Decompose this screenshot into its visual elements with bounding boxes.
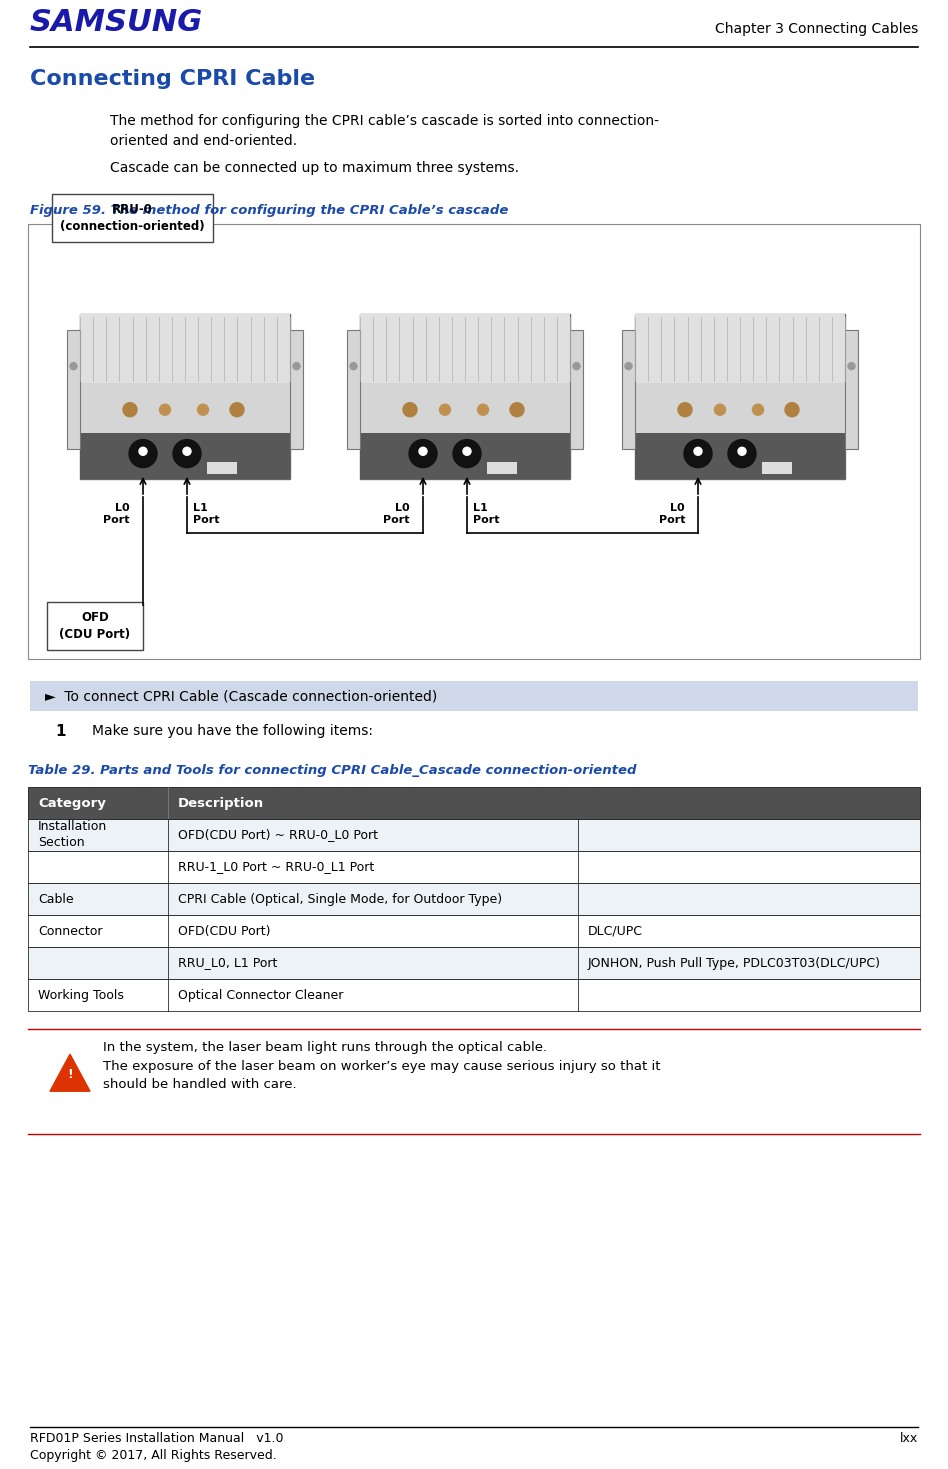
Circle shape [129,439,157,467]
Text: lxx: lxx [900,1432,918,1445]
Text: OFD(CDU Port): OFD(CDU Port) [178,924,270,937]
Text: Cable: Cable [38,893,74,905]
Text: RRU-1_L0 Port ~ RRU-0_L1 Port: RRU-1_L0 Port ~ RRU-0_L1 Port [178,861,374,874]
Text: !: ! [67,1068,73,1081]
FancyBboxPatch shape [80,314,290,383]
Circle shape [573,363,580,370]
Text: Installation
Section: Installation Section [38,821,107,849]
Text: Copyright © 2017, All Rights Reserved.: Copyright © 2017, All Rights Reserved. [30,1448,277,1462]
Text: Table 29. Parts and Tools for connecting CPRI Cable_Cascade connection-oriented: Table 29. Parts and Tools for connecting… [28,764,636,777]
FancyBboxPatch shape [80,314,290,479]
FancyBboxPatch shape [80,383,290,436]
FancyBboxPatch shape [80,433,290,479]
Text: Optical Connector Cleaner: Optical Connector Cleaner [178,989,343,1002]
Text: Cascade can be connected up to maximum three systems.: Cascade can be connected up to maximum t… [110,162,519,175]
Text: JONHON, Push Pull Type, PDLC03T03(DLC/UPC): JONHON, Push Pull Type, PDLC03T03(DLC/UP… [588,956,881,970]
FancyBboxPatch shape [30,682,918,711]
Text: In the system, the laser beam light runs through the optical cable.
The exposure: In the system, the laser beam light runs… [103,1042,661,1091]
Circle shape [694,447,702,455]
Circle shape [419,447,427,455]
Text: Connecting CPRI Cable: Connecting CPRI Cable [30,69,315,90]
FancyBboxPatch shape [845,331,858,450]
Text: OFD(CDU Port) ~ RRU-0_L0 Port: OFD(CDU Port) ~ RRU-0_L0 Port [178,829,378,842]
FancyBboxPatch shape [28,223,920,660]
Text: SAMSUNG: SAMSUNG [30,7,203,37]
Text: DLC/UPC: DLC/UPC [588,924,643,937]
Circle shape [293,363,300,370]
Text: L1
Port: L1 Port [193,502,220,526]
Text: RFD01P Series Installation Manual   v1.0: RFD01P Series Installation Manual v1.0 [30,1432,283,1445]
Circle shape [409,439,437,467]
Text: L0
Port: L0 Port [659,502,685,526]
Text: ►  To connect CPRI Cable (Cascade connection-oriented): ► To connect CPRI Cable (Cascade connect… [45,689,437,704]
FancyBboxPatch shape [52,194,213,242]
Circle shape [159,404,171,416]
FancyBboxPatch shape [28,851,920,883]
Text: L1
Port: L1 Port [473,502,500,526]
Circle shape [173,439,201,467]
Circle shape [350,363,357,370]
Text: Figure 59. The method for configuring the CPRI Cable’s cascade: Figure 59. The method for configuring th… [30,204,508,217]
FancyBboxPatch shape [360,383,570,436]
FancyBboxPatch shape [28,787,920,820]
FancyBboxPatch shape [762,461,792,474]
FancyBboxPatch shape [347,331,360,450]
FancyBboxPatch shape [28,915,920,948]
Circle shape [728,439,756,467]
FancyBboxPatch shape [635,314,845,479]
Text: 1: 1 [55,724,65,739]
FancyBboxPatch shape [487,461,517,474]
Text: Description: Description [178,796,264,809]
Circle shape [440,404,450,416]
Circle shape [678,403,692,417]
Circle shape [510,403,524,417]
Text: L0
Port: L0 Port [384,502,410,526]
Circle shape [738,447,746,455]
Circle shape [785,403,799,417]
Text: OFD
(CDU Port): OFD (CDU Port) [60,611,131,640]
FancyBboxPatch shape [360,433,570,479]
FancyBboxPatch shape [28,883,920,915]
FancyBboxPatch shape [207,461,237,474]
Circle shape [403,403,417,417]
Text: RRU_L0, L1 Port: RRU_L0, L1 Port [178,956,278,970]
Circle shape [753,404,763,416]
Text: RRU-0
(connection-oriented): RRU-0 (connection-oriented) [60,203,205,234]
FancyBboxPatch shape [28,820,920,851]
FancyBboxPatch shape [622,331,635,450]
FancyBboxPatch shape [635,314,845,383]
Text: Chapter 3 Connecting Cables: Chapter 3 Connecting Cables [715,22,918,37]
FancyBboxPatch shape [28,948,920,978]
Circle shape [123,403,137,417]
Text: Connector: Connector [38,924,102,937]
FancyBboxPatch shape [290,331,303,450]
FancyBboxPatch shape [635,433,845,479]
FancyBboxPatch shape [47,602,143,649]
Text: The method for configuring the CPRI cable’s cascade is sorted into connection-
o: The method for configuring the CPRI cabl… [110,115,659,148]
Text: Working Tools: Working Tools [38,989,124,1002]
Text: CPRI Cable (Optical, Single Mode, for Outdoor Type): CPRI Cable (Optical, Single Mode, for Ou… [178,893,502,905]
FancyBboxPatch shape [360,314,570,383]
FancyBboxPatch shape [28,978,920,1011]
Circle shape [463,447,471,455]
Circle shape [848,363,855,370]
Circle shape [70,363,77,370]
Circle shape [478,404,488,416]
Circle shape [139,447,147,455]
Circle shape [453,439,481,467]
Circle shape [715,404,725,416]
FancyBboxPatch shape [360,314,570,479]
Text: Category: Category [38,796,106,809]
FancyBboxPatch shape [635,383,845,436]
Circle shape [625,363,632,370]
Circle shape [183,447,191,455]
FancyBboxPatch shape [67,331,80,450]
Polygon shape [50,1055,90,1091]
FancyBboxPatch shape [570,331,583,450]
Text: Make sure you have the following items:: Make sure you have the following items: [92,724,373,737]
Text: L0
Port: L0 Port [103,502,130,526]
Circle shape [197,404,209,416]
Circle shape [684,439,712,467]
Circle shape [230,403,244,417]
